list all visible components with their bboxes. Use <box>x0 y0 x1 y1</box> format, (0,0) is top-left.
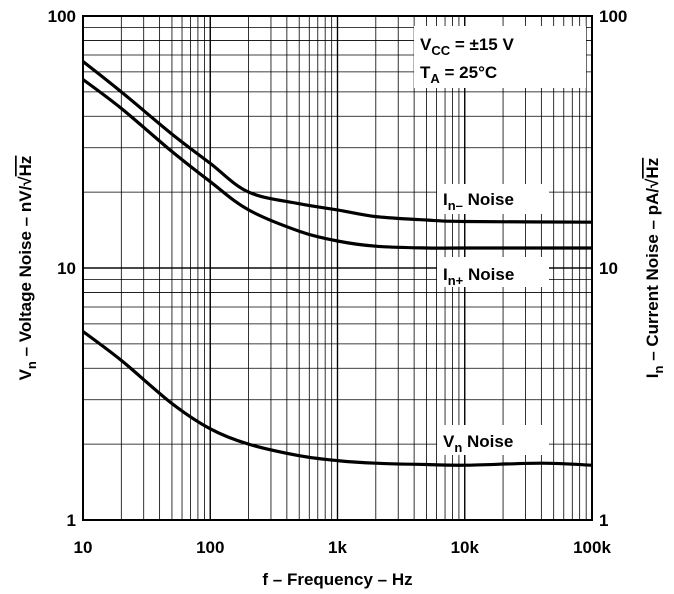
series-label-box <box>437 425 549 455</box>
x-axis-label: f – Frequency – Hz <box>262 570 412 589</box>
y-tick-label-right: 10 <box>599 259 618 278</box>
series-line-2 <box>82 330 593 467</box>
x-tick-label: 10k <box>451 538 480 557</box>
y-axis-label-right: In – Current Noise – pA/√Hz <box>643 158 666 378</box>
tick-labels: 10 100 1k 10k 100k 1 1 10 10 100 100 <box>48 7 628 557</box>
series-line-1 <box>82 78 592 250</box>
axis-labels: f – Frequency – Hz Vn – Voltage Noise – n… <box>16 156 666 589</box>
condition-vcc: VCC = ±15 V <box>420 35 514 58</box>
y-axis-label-left-text: Vn – Voltage Noise – nV/√Hz <box>16 156 39 381</box>
series-label: In+ Noise <box>443 265 514 288</box>
y-axis-label-left: Vn – Voltage Noise – nV/√Hz <box>16 156 39 381</box>
x-tick-label: 10 <box>74 538 93 557</box>
grid-lines <box>82 15 593 521</box>
y-tick-label-right: 100 <box>599 7 627 26</box>
x-tick-label: 100 <box>196 538 224 557</box>
plot-frame <box>82 15 593 521</box>
y-tick-label-left: 10 <box>57 259 76 278</box>
condition-ta: TA = 25°C <box>420 63 497 86</box>
y-tick-label-left: 100 <box>48 7 76 26</box>
x-tick-label: 1k <box>328 538 347 557</box>
y-axis-label-right-text: In – Current Noise – pA/√Hz <box>643 158 666 378</box>
label-boxes: In– Noise In+ Noise Vn Noise VCC = ±15 V TA … <box>414 26 586 455</box>
series-line-0 <box>82 60 593 224</box>
series-layer <box>82 60 593 467</box>
series-label: Vn Noise <box>443 432 513 455</box>
series-label: In– Noise <box>443 190 514 213</box>
y-tick-label-left: 1 <box>67 511 76 530</box>
series-label-box <box>437 184 549 214</box>
y-tick-label-right: 1 <box>599 511 608 530</box>
series-label-box <box>437 257 549 287</box>
x-tick-label: 100k <box>573 538 611 557</box>
conditions-box <box>414 26 586 88</box>
